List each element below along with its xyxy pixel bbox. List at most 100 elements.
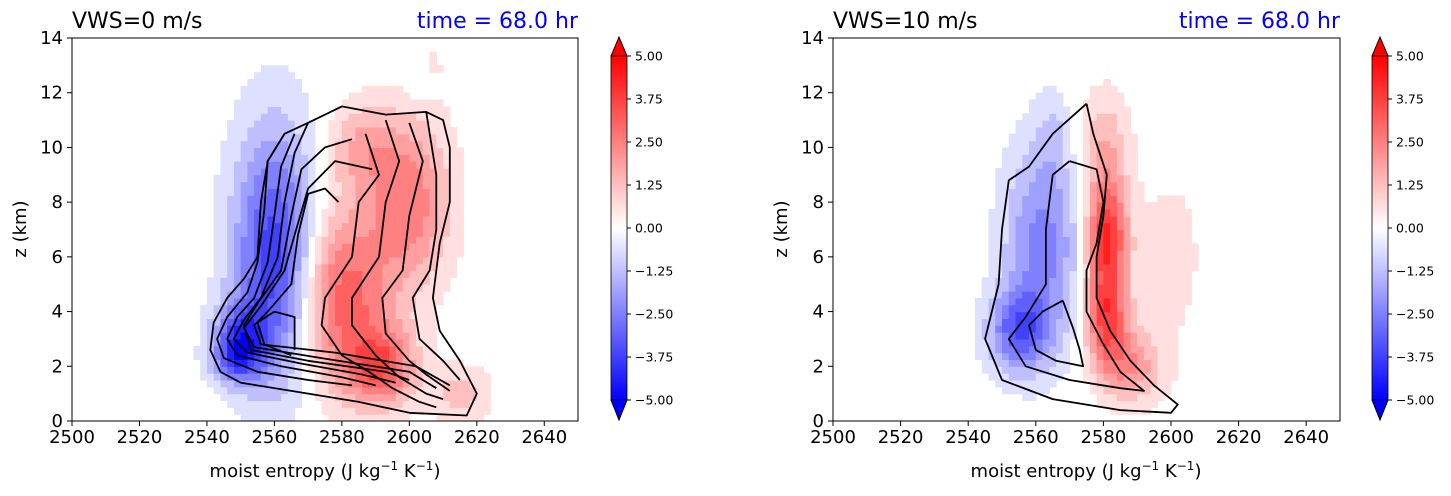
field-cell — [1177, 215, 1186, 224]
field-cell — [233, 407, 242, 415]
field-cell — [1029, 338, 1037, 347]
field-cell — [348, 167, 356, 176]
field-cell — [1056, 304, 1064, 313]
field-cell — [1137, 181, 1145, 190]
field-cell — [314, 297, 323, 306]
field-cell — [362, 113, 370, 121]
field-cell — [362, 85, 370, 94]
field-cell — [375, 414, 383, 422]
field-cell — [240, 393, 249, 402]
field-cell — [422, 263, 431, 272]
field-cell — [220, 277, 228, 285]
field-cell — [341, 407, 350, 415]
field-cell — [1116, 236, 1125, 244]
field-cell — [368, 126, 377, 135]
field-cell — [988, 366, 996, 374]
field-cell — [449, 133, 458, 142]
field-cell — [368, 386, 377, 395]
field-cell — [1096, 379, 1104, 388]
field-cell — [456, 195, 464, 203]
field-cell — [409, 318, 417, 326]
field-cell — [1096, 345, 1104, 354]
field-cell — [1089, 202, 1098, 210]
field-cell — [1002, 284, 1010, 292]
field-cell — [395, 386, 404, 395]
field-cell — [1116, 181, 1125, 190]
field-cell — [974, 304, 983, 313]
field-cell — [274, 222, 282, 231]
field-cell — [1116, 263, 1125, 272]
y-tick-label: 6 — [813, 247, 824, 268]
x-tick-label: 2580 — [319, 427, 365, 448]
field-cell — [409, 407, 417, 415]
field-cell — [1150, 229, 1159, 237]
field-cell — [1171, 202, 1179, 210]
field-cell — [1123, 106, 1132, 114]
field-cell — [355, 414, 363, 422]
field-cell — [422, 393, 431, 402]
field-cell — [1150, 338, 1159, 347]
field-cell — [247, 407, 255, 415]
field-cell — [389, 243, 397, 251]
field-cell — [416, 325, 424, 333]
field-cell — [375, 284, 383, 292]
field-cell — [1022, 256, 1030, 265]
field-cell — [1177, 208, 1186, 217]
field-cell — [1029, 291, 1037, 299]
field-cell — [1035, 133, 1044, 142]
field-cell — [1184, 256, 1192, 265]
field-cell — [375, 263, 383, 272]
field-cell — [1008, 215, 1017, 224]
field-cell — [240, 167, 249, 176]
field-cell — [308, 140, 316, 149]
field-cell — [287, 92, 296, 101]
x-tick-label: 2580 — [1080, 427, 1126, 448]
field-cell — [335, 386, 343, 395]
x-tick-label: 2540 — [184, 427, 230, 448]
field-cell — [382, 161, 390, 169]
field-cell — [1049, 92, 1057, 101]
field-cell — [1062, 106, 1071, 114]
field-cell — [281, 188, 289, 196]
field-cell — [1056, 215, 1064, 224]
field-cell — [389, 379, 397, 388]
field-cell — [254, 215, 262, 224]
y-tick-label: 0 — [813, 411, 824, 432]
field-cell — [1103, 325, 1111, 333]
field-cell — [348, 202, 356, 210]
field-cell — [1062, 222, 1071, 231]
field-cell — [220, 338, 228, 347]
y-tick-label: 10 — [40, 137, 63, 158]
field-cell — [240, 297, 249, 306]
field-cell — [449, 236, 458, 244]
field-cell — [995, 181, 1003, 190]
field-cell — [1042, 126, 1050, 135]
field-cell — [402, 297, 410, 306]
field-cell — [443, 250, 451, 258]
field-cell — [220, 250, 228, 258]
field-cell — [1022, 386, 1030, 395]
field-cell — [436, 270, 444, 278]
field-cell — [395, 338, 404, 347]
field-cell — [1143, 250, 1152, 258]
field-cell — [1110, 215, 1118, 224]
field-cell — [227, 154, 235, 162]
field-cell — [314, 325, 323, 333]
field-cell — [1056, 345, 1064, 354]
field-cell — [422, 366, 431, 374]
field-cell — [1143, 304, 1152, 313]
field-cell — [362, 250, 370, 258]
field-cell — [1089, 133, 1098, 142]
field-cell — [341, 113, 350, 121]
field-cell — [988, 338, 996, 347]
field-cell — [1157, 338, 1165, 347]
field-cell — [1089, 215, 1098, 224]
field-cell — [213, 243, 222, 251]
field-cell — [1096, 263, 1104, 272]
field-cell — [1015, 174, 1023, 183]
field-cell — [1143, 270, 1152, 278]
field-cell — [409, 277, 417, 285]
field-cell — [1130, 332, 1138, 340]
field-cell — [335, 291, 343, 299]
field-cell — [260, 407, 269, 415]
